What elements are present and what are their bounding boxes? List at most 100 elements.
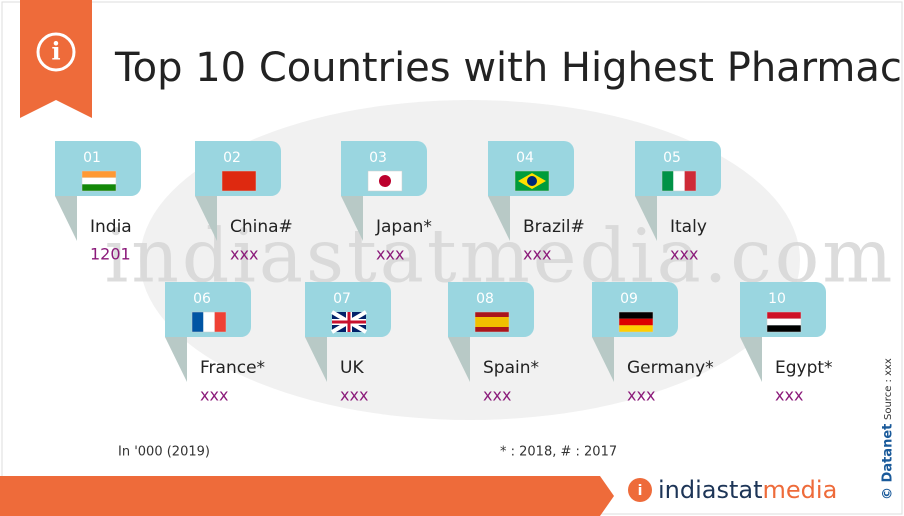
value: xxx: [775, 386, 803, 405]
flag-stripe: [684, 171, 696, 191]
rank: 04: [516, 150, 534, 166]
flag-stripe: [222, 171, 256, 191]
brand-name: indiastatmedia: [658, 476, 837, 504]
flag-stripe: [82, 171, 116, 178]
brand-part-1: indiastat: [658, 476, 763, 504]
flag-stripe: [767, 325, 801, 332]
flag-border: [766, 311, 802, 333]
value: xxx: [230, 245, 258, 264]
flag-stripe: [619, 318, 653, 326]
tab: [195, 141, 281, 196]
info-letter: i: [51, 37, 60, 66]
flag-cross: [332, 312, 366, 332]
country-name: Italy: [670, 217, 707, 237]
credit: © Datanet: [881, 424, 896, 500]
tab: [740, 282, 826, 337]
logo-letter: i: [638, 483, 643, 499]
card: 03 Japan* xxx: [341, 141, 432, 264]
footer-bar: [0, 476, 614, 516]
value: xxx: [340, 386, 368, 405]
flag-stripe: [767, 312, 801, 319]
tab-fold: [592, 337, 614, 382]
country-name: France*: [200, 358, 265, 378]
flag-stripe: [619, 325, 653, 332]
tab-fold: [55, 196, 77, 241]
country-name: UK: [340, 358, 364, 378]
flag-stripe: [214, 312, 226, 332]
flag-border: [514, 170, 550, 192]
rank: 09: [620, 291, 638, 307]
logo-icon: [628, 478, 652, 502]
card: 02 China# xxx: [195, 141, 293, 264]
rank: 07: [333, 291, 351, 307]
country-name: Brazil#: [523, 217, 585, 237]
flag-border: [618, 311, 654, 333]
flag-dot: [527, 176, 537, 186]
tab-fold: [195, 196, 217, 241]
tab: [305, 282, 391, 337]
flag-border: [221, 170, 257, 192]
flag-stripe: [475, 322, 509, 327]
tab: [635, 141, 721, 196]
country-name: India: [90, 217, 132, 237]
info-bookmark: [20, 0, 92, 118]
rank: 02: [223, 150, 241, 166]
flag-border: [474, 311, 510, 333]
value: xxx: [483, 386, 511, 405]
tab-fold: [165, 337, 187, 382]
flag-border: [191, 311, 227, 333]
card: 01 India 1201: [55, 141, 141, 264]
flag-stripe: [192, 312, 204, 332]
flag-stripe: [82, 177, 116, 185]
flag-dot: [379, 175, 391, 187]
value: xxx: [670, 245, 698, 264]
flag-stripe: [767, 318, 801, 326]
footnote: * : 2018, # : 2017: [500, 445, 617, 460]
rank: 03: [369, 150, 387, 166]
flag-stripe: [475, 317, 509, 322]
card: 10 Egypt* xxx: [740, 282, 833, 405]
flag-stripe: [475, 327, 509, 332]
flag-border: [367, 170, 403, 192]
rank: 05: [663, 150, 681, 166]
tab-fold: [740, 337, 762, 382]
card: 07 UK xxx: [305, 282, 391, 405]
flag-stripe: [203, 312, 215, 332]
tab: [488, 141, 574, 196]
country-name: Japan*: [375, 217, 432, 237]
value: xxx: [523, 245, 551, 264]
cards: 01 India 1201 02 China# xxx 03 Japan* xxx 04 Brazi…: [55, 141, 833, 405]
flag-stripe: [662, 171, 674, 191]
flag-border: [81, 170, 117, 192]
title: Top 10 Countries with Highest Pharmacist…: [114, 45, 904, 91]
unit-note: In '000 (2019): [118, 445, 210, 460]
card: 06 France* xxx: [165, 282, 265, 405]
country-name: Germany*: [627, 358, 714, 378]
info-icon: [36, 32, 76, 72]
card: 05 Italy xxx: [635, 141, 721, 264]
card: 08 Spain* xxx: [448, 282, 539, 405]
tab: [448, 282, 534, 337]
rank: 10: [768, 291, 786, 307]
flag-stripe: [673, 171, 685, 191]
tab-fold: [341, 196, 363, 241]
tab-fold: [488, 196, 510, 241]
country-name: Egypt*: [775, 358, 833, 378]
source: Source : xxx: [883, 358, 894, 420]
tab: [592, 282, 678, 337]
country-name: Spain*: [483, 358, 539, 378]
flag-border: [661, 170, 697, 192]
flag-stripe: [475, 312, 509, 317]
flag-stripe: [82, 184, 116, 191]
card: 04 Brazil# xxx: [488, 141, 585, 264]
tab: [165, 282, 251, 337]
tab: [341, 141, 427, 196]
tab-fold: [448, 337, 470, 382]
rank: 08: [476, 291, 494, 307]
brand-part-2: media: [763, 476, 838, 504]
rank: 01: [83, 150, 101, 166]
tab: [55, 141, 141, 196]
flag-stripe: [619, 312, 653, 319]
value: xxx: [200, 386, 228, 405]
